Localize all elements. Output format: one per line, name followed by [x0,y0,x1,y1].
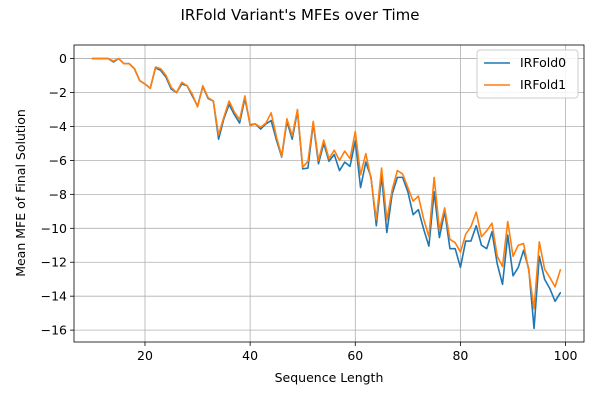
legend: IRFold0 IRFold1 [476,49,579,99]
y-axis-label: Mean MFE of Final Solution [13,109,28,277]
x-tick-label: 80 [452,348,468,363]
y-tick-label: −8 [49,187,67,202]
chart-title: IRFold Variant's MFEs over Time [180,6,419,24]
y-tick-label: 0 [59,51,67,66]
axis-ticks: 20 40 60 80 100 0 −2 −4 −6 −8 −10 −12 −14 −16 [41,51,578,363]
legend-frame [476,49,579,99]
x-tick-label: 40 [242,348,258,363]
plot-frame [73,44,585,343]
series-lines [91,57,562,330]
series-line-irfold1 [91,57,562,310]
x-axis-label: Sequence Length [275,370,384,385]
y-tick-label: −10 [41,221,67,236]
x-tick-label: 20 [137,348,153,363]
y-tick-label: −16 [41,323,67,338]
grid [74,45,584,342]
y-tick-label: −4 [49,119,67,134]
legend-label-irfold0: IRFold0 [520,55,566,70]
legend-label-irfold1: IRFold1 [520,77,566,92]
y-tick-label: −14 [41,289,67,304]
x-tick-label: 100 [554,348,578,363]
y-tick-label: −12 [41,255,67,270]
x-tick-label: 60 [347,348,363,363]
y-tick-label: −2 [49,85,67,100]
y-tick-label: −6 [49,153,67,168]
